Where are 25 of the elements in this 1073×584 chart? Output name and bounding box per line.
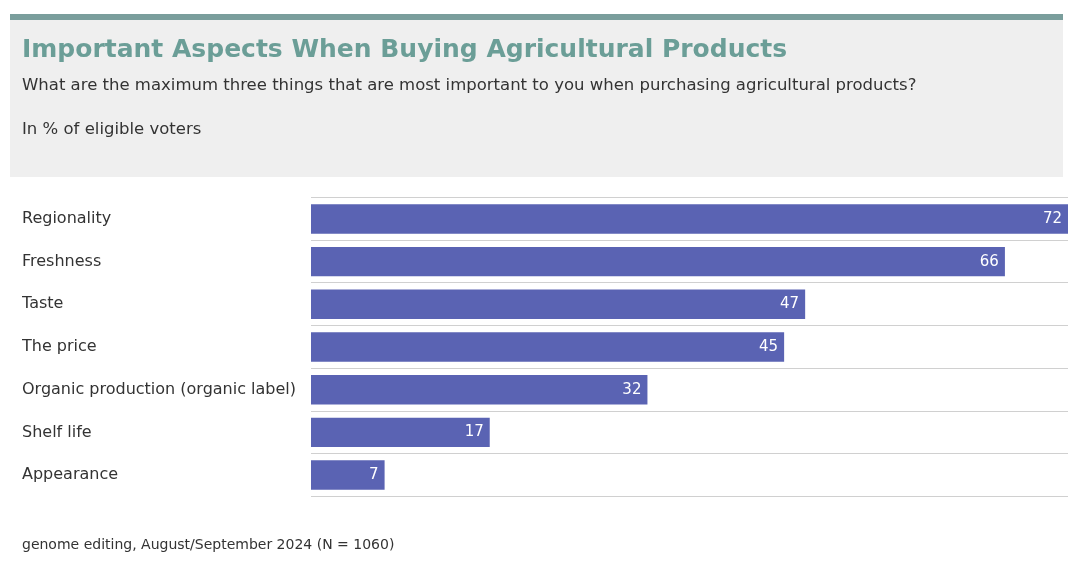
bar bbox=[311, 460, 385, 490]
data-label: 66 bbox=[979, 251, 999, 270]
bar bbox=[311, 289, 806, 320]
bar bbox=[311, 204, 1068, 234]
y-tick-label: Taste bbox=[21, 293, 64, 313]
text: genome editing, August/September 2024 (N = 1060) bbox=[22, 536, 396, 552]
x-axis-title: In % of eligible voters bbox=[22, 119, 203, 138]
y-tick-label: Freshness bbox=[22, 250, 102, 270]
data-label: 17 bbox=[464, 422, 484, 441]
y-tick-label: The price bbox=[21, 336, 97, 356]
y-tick-label: Appearance bbox=[22, 464, 119, 484]
y-tick-label: Regionality bbox=[22, 208, 112, 228]
data-label: 72 bbox=[1042, 208, 1062, 227]
chart-subtitle: What are the maximum three things that are most important to you when purchasing agricultural products? bbox=[22, 75, 918, 94]
bar bbox=[311, 417, 490, 448]
data-label: 45 bbox=[759, 336, 779, 355]
data-label: 32 bbox=[622, 379, 642, 398]
bar bbox=[311, 246, 1005, 277]
bar bbox=[311, 374, 648, 405]
chart-title: Important Aspects When Buying Agricultural Products bbox=[22, 34, 789, 63]
y-tick-label: Organic production (organic label) bbox=[22, 378, 297, 398]
y-tick-label: Shelf life bbox=[22, 421, 92, 441]
data-label: 7 bbox=[369, 464, 379, 483]
bar bbox=[311, 332, 785, 362]
data-label: 47 bbox=[780, 294, 800, 313]
